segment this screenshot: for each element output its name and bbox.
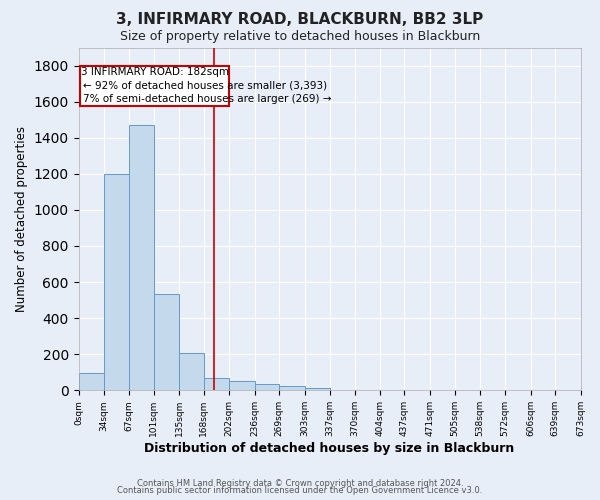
X-axis label: Distribution of detached houses by size in Blackburn: Distribution of detached houses by size … xyxy=(145,442,515,455)
Bar xyxy=(179,354,204,391)
Bar xyxy=(79,373,104,390)
Y-axis label: Number of detached properties: Number of detached properties xyxy=(15,126,28,312)
Text: Size of property relative to detached houses in Blackburn: Size of property relative to detached ho… xyxy=(120,30,480,43)
Bar xyxy=(104,174,128,390)
Bar xyxy=(128,125,154,390)
FancyBboxPatch shape xyxy=(80,66,229,106)
Text: 3 INFIRMARY ROAD: 182sqm: 3 INFIRMARY ROAD: 182sqm xyxy=(80,68,229,78)
Text: Contains public sector information licensed under the Open Government Licence v3: Contains public sector information licen… xyxy=(118,486,482,495)
Bar xyxy=(229,382,254,390)
Bar xyxy=(154,294,179,390)
Text: Contains HM Land Registry data © Crown copyright and database right 2024.: Contains HM Land Registry data © Crown c… xyxy=(137,478,463,488)
Text: 7% of semi-detached houses are larger (269) →: 7% of semi-detached houses are larger (2… xyxy=(83,94,332,104)
Bar xyxy=(204,378,229,390)
Bar xyxy=(305,388,330,390)
Bar xyxy=(279,386,305,390)
Text: ← 92% of detached houses are smaller (3,393): ← 92% of detached houses are smaller (3,… xyxy=(83,81,327,91)
Bar xyxy=(254,384,279,390)
Text: 3, INFIRMARY ROAD, BLACKBURN, BB2 3LP: 3, INFIRMARY ROAD, BLACKBURN, BB2 3LP xyxy=(116,12,484,28)
